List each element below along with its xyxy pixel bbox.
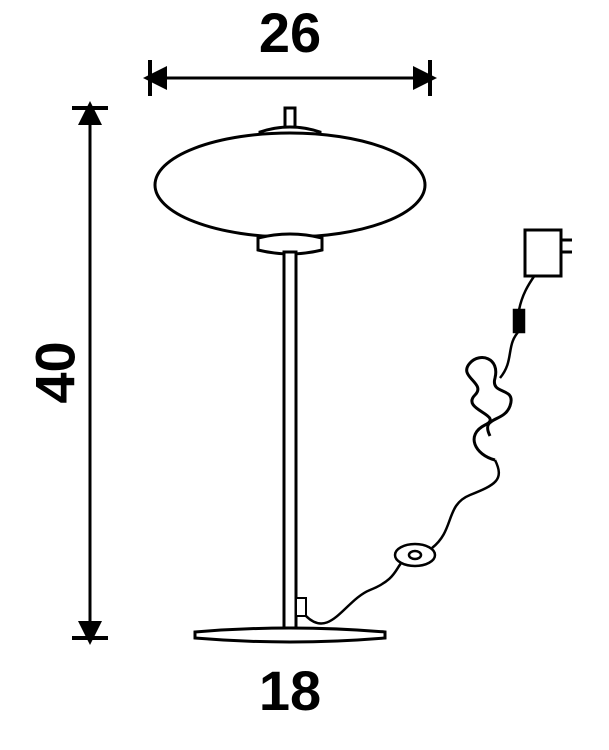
dim-label-width: 26 — [230, 0, 350, 65]
dimension-diagram: 26 40 18 — [0, 0, 609, 750]
power-cord — [306, 230, 572, 624]
plug-adapter — [525, 230, 572, 276]
diagram-svg — [0, 0, 609, 750]
lamp-outline — [155, 108, 425, 642]
dim-label-height: 40 — [23, 313, 88, 433]
cord-connector — [514, 310, 524, 332]
dim-label-base: 18 — [230, 658, 350, 723]
dimension-top — [150, 60, 430, 96]
